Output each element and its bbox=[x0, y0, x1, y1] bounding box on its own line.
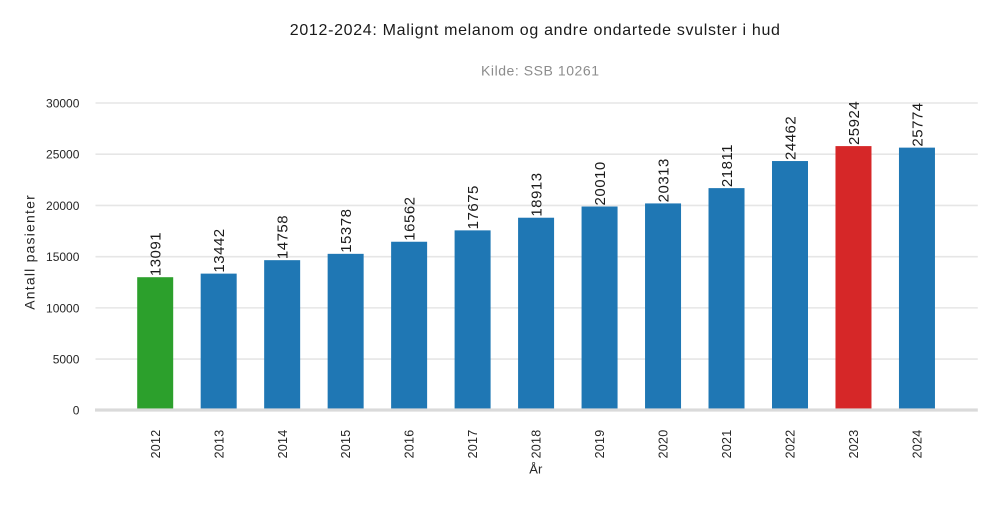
svg-text:14758: 14758 bbox=[274, 215, 291, 259]
svg-text:2015: 2015 bbox=[339, 430, 353, 459]
svg-text:5000: 5000 bbox=[53, 353, 80, 367]
svg-text:10000: 10000 bbox=[46, 301, 80, 315]
svg-text:2019: 2019 bbox=[593, 430, 607, 459]
svg-text:30000: 30000 bbox=[46, 97, 80, 111]
svg-text:16562: 16562 bbox=[401, 196, 418, 240]
svg-text:20313: 20313 bbox=[655, 158, 672, 202]
svg-text:Kilde: SSB 10261: Kilde: SSB 10261 bbox=[481, 62, 600, 78]
svg-text:2020: 2020 bbox=[657, 430, 671, 459]
svg-text:Antall pasienter: Antall pasienter bbox=[22, 194, 38, 310]
svg-text:2014: 2014 bbox=[276, 430, 290, 459]
svg-text:20000: 20000 bbox=[46, 199, 80, 213]
svg-text:2024: 2024 bbox=[911, 430, 925, 459]
svg-text:15000: 15000 bbox=[46, 250, 80, 264]
svg-text:2013: 2013 bbox=[212, 430, 226, 459]
svg-text:15378: 15378 bbox=[338, 209, 355, 253]
svg-text:18913: 18913 bbox=[528, 172, 545, 216]
svg-text:13091: 13091 bbox=[148, 232, 165, 276]
svg-text:2017: 2017 bbox=[466, 430, 480, 459]
svg-text:20010: 20010 bbox=[592, 161, 609, 205]
svg-text:25924: 25924 bbox=[846, 101, 863, 145]
svg-text:2022: 2022 bbox=[784, 430, 798, 459]
svg-text:13442: 13442 bbox=[211, 228, 228, 272]
svg-text:2012: 2012 bbox=[149, 430, 163, 459]
svg-text:17675: 17675 bbox=[465, 185, 482, 229]
svg-text:25774: 25774 bbox=[909, 102, 926, 146]
svg-text:2023: 2023 bbox=[847, 430, 861, 459]
svg-text:24462: 24462 bbox=[782, 116, 799, 160]
svg-text:2012-2024: Malignt melanom og: 2012-2024: Malignt melanom og andre onda… bbox=[290, 22, 781, 39]
svg-text:0: 0 bbox=[73, 404, 80, 418]
svg-text:År: År bbox=[529, 462, 543, 477]
svg-text:25000: 25000 bbox=[46, 148, 80, 162]
svg-text:2018: 2018 bbox=[530, 430, 544, 459]
svg-text:2016: 2016 bbox=[403, 430, 417, 459]
svg-text:21811: 21811 bbox=[719, 144, 736, 187]
svg-text:2021: 2021 bbox=[720, 430, 734, 459]
